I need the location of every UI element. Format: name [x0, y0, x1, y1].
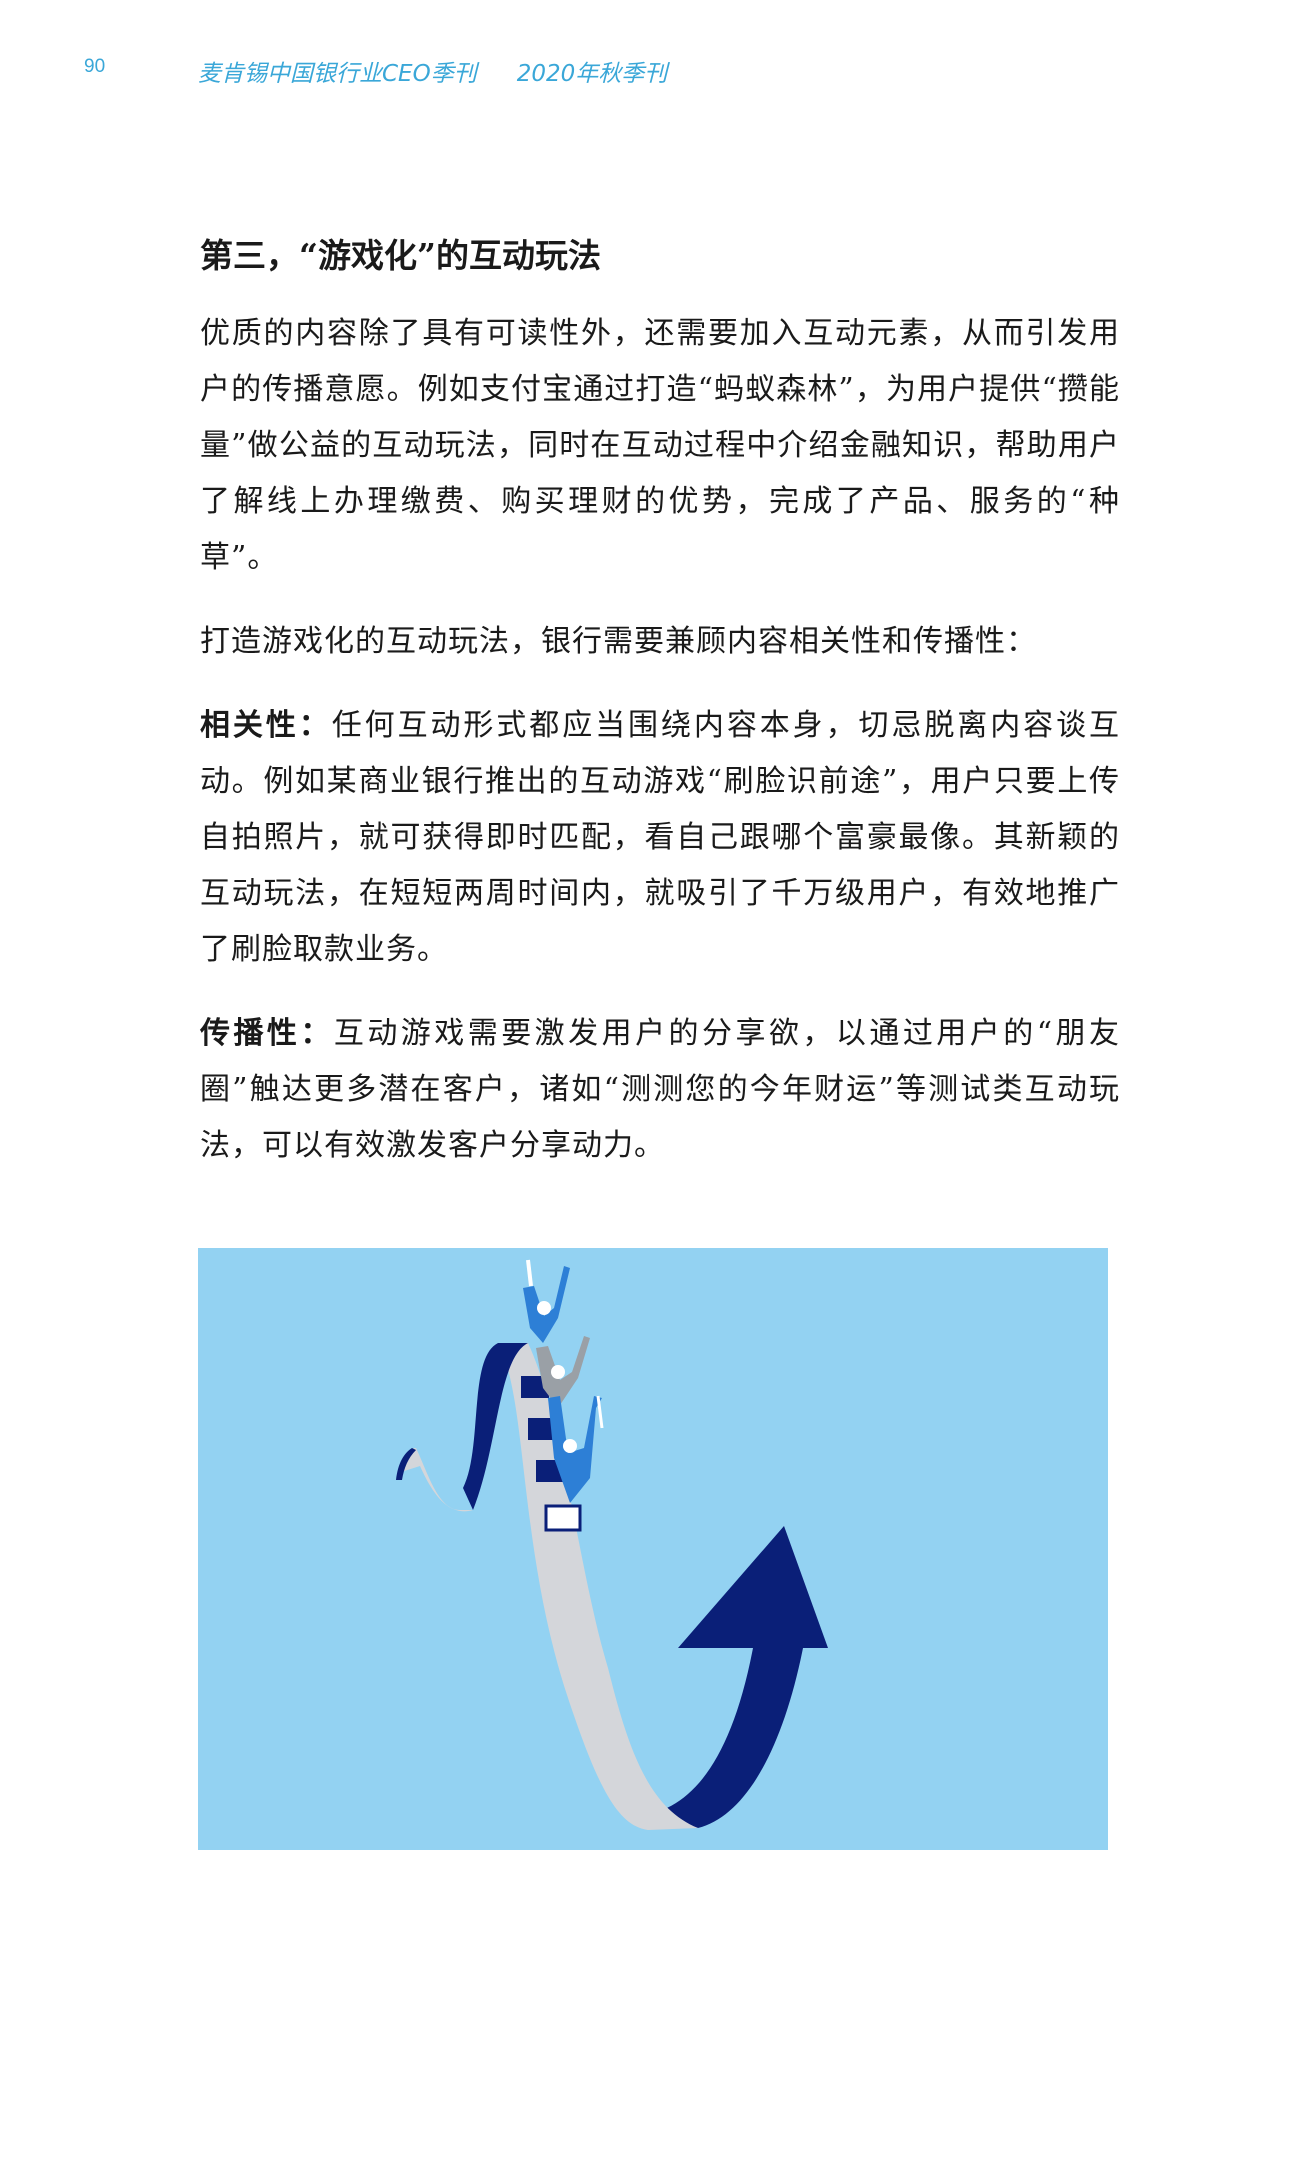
ribbon-tail-light — [398, 1448, 473, 1512]
rollercoaster-illustration — [198, 1248, 1108, 1850]
coaster-track — [498, 1343, 698, 1830]
illustration-svg — [396, 1259, 828, 1830]
paragraph-relevance: 相关性：任何互动形式都应当围绕内容本身，切忌脱离内容谈互动。例如某商业银行推出的… — [200, 698, 1120, 978]
rider-1 — [523, 1259, 570, 1343]
spread-text: 互动游戏需要激发用户的分享欲，以通过用户的“朋友圈”触达更多潜在客户，诸如“测测… — [200, 1016, 1120, 1163]
running-header: 麦肯锡中国银行业CEO季刊 2020年秋季刊 — [198, 54, 667, 88]
page-header: 90 麦肯锡中国银行业CEO季刊 2020年秋季刊 — [0, 56, 1300, 96]
ribbon-tip-dark — [396, 1448, 416, 1480]
page-number: 90 — [84, 56, 106, 77]
rider-3 — [548, 1395, 604, 1503]
ribbon-curl-dark — [463, 1343, 528, 1510]
paragraph-lead: 打造游戏化的互动玩法，银行需要兼顾内容相关性和传播性： — [200, 624, 1037, 659]
spread-label: 传播性： — [200, 1016, 334, 1051]
relevance-label: 相关性： — [200, 708, 332, 743]
coaster-car-2 — [528, 1418, 556, 1440]
publication-title: 麦肯锡中国银行业CEO季刊 — [198, 61, 477, 87]
coaster-car-4 — [544, 1504, 582, 1532]
issue-label: 2020年秋季刊 — [516, 61, 668, 87]
article-section: 第三，“游戏化”的互动玩法 优质的内容除了具有可读性外，还需要加入互动元素，从而… — [200, 228, 1120, 1202]
arrow-head — [678, 1526, 828, 1648]
rider-2 — [536, 1336, 590, 1408]
arrow-shaft — [630, 1648, 803, 1828]
relevance-text: 任何互动形式都应当围绕内容本身，切忌脱离内容谈互动。例如某商业银行推出的互动游戏… — [200, 708, 1121, 967]
paragraph-intro: 优质的内容除了具有可读性外，还需要加入互动元素，从而引发用户的传播意愿。例如支付… — [200, 316, 1120, 575]
section-heading: 第三，“游戏化”的互动玩法 — [200, 236, 601, 275]
paragraph-spread: 传播性：互动游戏需要激发用户的分享欲，以通过用户的“朋友圈”触达更多潜在客户，诸… — [200, 1006, 1120, 1174]
